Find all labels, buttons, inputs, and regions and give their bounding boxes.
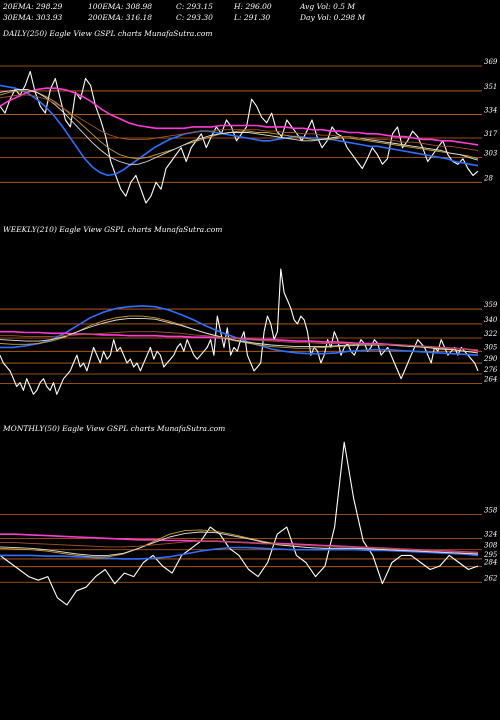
- panel-title-0: DAILY(250) Eagle View GSPL charts Munafa…: [2, 29, 212, 38]
- level-label: 317: [484, 130, 498, 138]
- level-label: 28: [483, 174, 493, 182]
- ema-line: [0, 546, 479, 560]
- level-label: 359: [484, 301, 498, 309]
- header-close-2: C: 293.30: [176, 13, 213, 22]
- level-label: 295: [483, 551, 498, 559]
- level-label: 276: [483, 366, 498, 374]
- ema-line: [0, 84, 479, 177]
- level-label: 351: [484, 83, 497, 91]
- level-label: 303: [484, 149, 498, 157]
- header-day-vol: Day Vol: 0.298 M: [300, 13, 366, 22]
- level-label: 308: [484, 542, 498, 550]
- ema-line: [0, 531, 479, 556]
- header-low: L: 291.30: [234, 13, 271, 22]
- header-high: H: 296.00: [234, 2, 272, 11]
- ema-line: [0, 331, 479, 351]
- header-20ema: 20EMA: 298.29: [3, 2, 63, 11]
- level-label: 305: [484, 343, 498, 351]
- level-label: 334: [484, 106, 497, 114]
- ema-line: [0, 317, 479, 354]
- ema-line: [0, 90, 479, 160]
- level-label: 290: [483, 355, 498, 363]
- ema-line: [0, 94, 479, 151]
- level-label: 264: [483, 375, 497, 383]
- header-30ema: 30EMA: 303.93: [3, 13, 63, 22]
- panel-title-1: WEEKLY(210) Eagle View GSPL charts Munaf…: [3, 225, 222, 234]
- level-label: 358: [484, 506, 498, 514]
- level-label: 322: [484, 330, 498, 338]
- ema-line: [0, 305, 479, 356]
- level-label: 262: [483, 574, 498, 582]
- header-close-1: C: 293.15: [176, 2, 213, 11]
- level-label: 324: [484, 530, 497, 538]
- level-label: 340: [484, 316, 498, 324]
- ema-line: [0, 540, 479, 554]
- panel-title-2: MONTHLY(50) Eagle View GSPL charts Munaf…: [2, 424, 225, 433]
- ema-line: [0, 89, 479, 165]
- ema-line: [0, 87, 479, 146]
- level-label: 369: [484, 58, 498, 66]
- header-200ema: 200EMA: 316.18: [88, 13, 153, 22]
- price-line: [0, 268, 479, 395]
- header-avg-vol: Avg Vol: 0.5 M: [300, 2, 356, 11]
- level-label: 284: [483, 559, 497, 567]
- price-line: [0, 441, 479, 606]
- header-100ema: 100EMA: 308.98: [88, 2, 153, 11]
- ema-line: [0, 529, 479, 558]
